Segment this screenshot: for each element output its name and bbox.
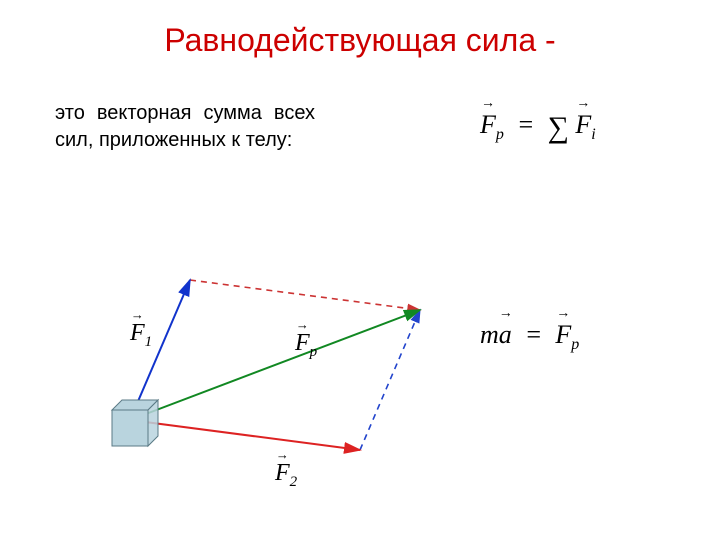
page-title: Равнодействующая сила -	[0, 22, 720, 59]
formula-newton: ma = Fp	[480, 320, 579, 354]
formula-sum: Fp = ∑ Fi	[480, 110, 596, 145]
label-fp: Fp	[295, 330, 317, 361]
vector-diagram	[70, 220, 450, 480]
subtitle-text: это векторная сумма всех сил, приложенны…	[55, 100, 315, 154]
label-f1: F1	[130, 320, 152, 351]
label-f2: F2	[275, 460, 297, 491]
